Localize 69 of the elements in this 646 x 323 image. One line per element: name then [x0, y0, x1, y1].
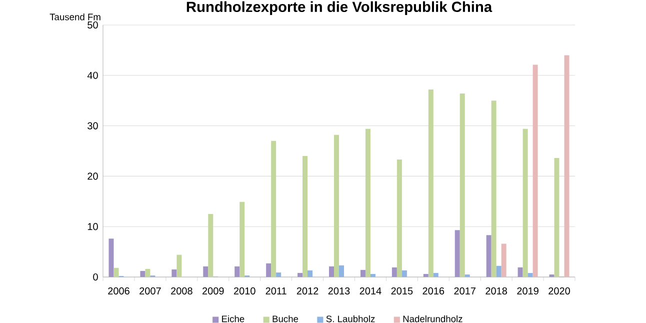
bar [276, 272, 282, 277]
bar [145, 268, 150, 277]
bar [370, 274, 376, 277]
bar [114, 268, 119, 277]
bar [460, 94, 465, 277]
bar [172, 269, 177, 277]
bar [402, 270, 407, 277]
x-tick-label: 2020 [548, 287, 570, 294]
bar [433, 272, 438, 277]
x-tick-label: 2016 [422, 287, 444, 294]
bar [108, 238, 114, 277]
bar [464, 274, 470, 277]
bar [302, 156, 308, 277]
x-tick-label: 2017 [454, 287, 476, 294]
bar [360, 270, 366, 277]
bar [486, 235, 492, 277]
bar [240, 202, 245, 277]
chart-title: Rundholzexporte in die Volksrepublik China [186, 1, 492, 15]
bar [423, 274, 428, 277]
bar [271, 140, 276, 277]
bar [522, 128, 528, 277]
bar [208, 214, 214, 277]
legend-label: S. Laubholz [326, 315, 375, 322]
bar [266, 263, 272, 277]
x-tick-label: 2014 [360, 287, 382, 294]
y-tick-label: 0 [93, 273, 98, 281]
y-tick-label: 40 [87, 72, 98, 79]
x-tick-label: 2006 [108, 287, 130, 294]
y-axis-title: Tausend Fm [50, 13, 100, 20]
y-tick-label: 50 [88, 21, 98, 29]
bar [392, 267, 397, 277]
bar [234, 266, 240, 277]
legend-label: Eiche [222, 315, 244, 322]
y-tick-label: 20 [88, 172, 98, 180]
bar [365, 128, 370, 277]
bar [329, 266, 334, 277]
bar [176, 254, 182, 277]
bar [518, 267, 523, 277]
bar [496, 266, 502, 277]
bar [501, 244, 506, 277]
bar [428, 90, 434, 277]
bar [528, 272, 533, 277]
bar [554, 158, 560, 277]
bar [339, 265, 344, 277]
x-tick-label: 2015 [391, 287, 413, 294]
bar [203, 266, 208, 277]
x-tick-label: 2007 [140, 287, 161, 294]
bar [396, 160, 402, 277]
x-tick-label: 2013 [328, 287, 350, 294]
bar [549, 274, 554, 277]
bar [454, 230, 460, 277]
x-tick-label: 2011 [266, 287, 286, 294]
y-tick-label: 30 [88, 122, 98, 130]
legend-label: Buche [272, 315, 298, 322]
bar [334, 134, 339, 277]
bar [298, 272, 303, 277]
x-tick-label: 2010 [234, 287, 256, 294]
x-tick-label: 2018 [486, 287, 508, 294]
legend-label: Nadelrundholz [403, 315, 462, 322]
x-tick-label: 2019 [517, 287, 538, 294]
x-tick-label: 2012 [296, 287, 318, 294]
bar [491, 100, 496, 277]
bar [308, 270, 313, 277]
bar [140, 270, 146, 277]
bar [564, 55, 570, 277]
x-tick-label: 2009 [202, 287, 224, 294]
y-tick-label: 10 [88, 223, 98, 230]
bar [532, 64, 538, 277]
x-tick-label: 2008 [171, 287, 192, 294]
